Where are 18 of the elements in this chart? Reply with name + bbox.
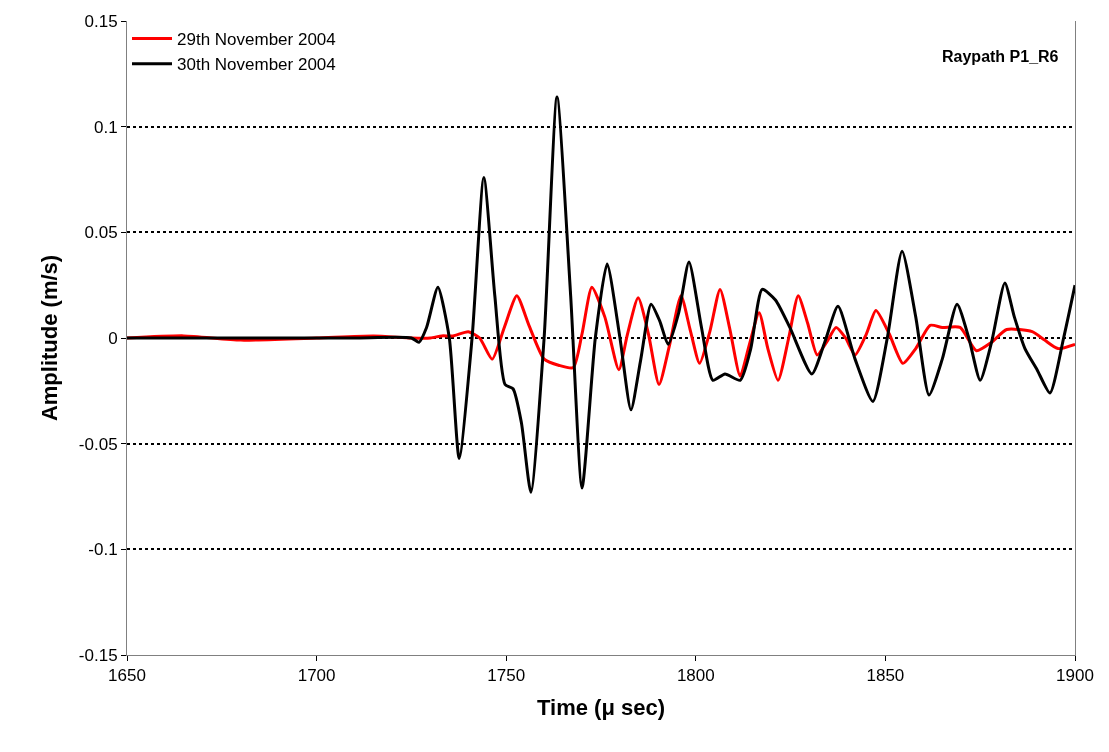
y-tick-label: 0 [108, 328, 118, 348]
x-axis-title: Time (μ sec) [537, 695, 665, 721]
annotation: Raypath P1_R6 [942, 48, 1059, 65]
x-tick-label: 1900 [1056, 666, 1094, 686]
x-tick-label: 1750 [487, 666, 526, 686]
y-tick-label: -0.05 [78, 434, 118, 454]
legend-label: 29th November 2004 [177, 30, 336, 50]
y-tick-label: 0.15 [84, 11, 118, 31]
x-tick-label: 1700 [297, 666, 336, 686]
y-tick-label: 0.1 [93, 117, 118, 137]
legend-label: 30th November 2004 [177, 55, 336, 75]
x-tick-label: 1800 [676, 666, 715, 686]
y-tick-label: -0.1 [88, 540, 118, 560]
y-tick-label: 0.05 [84, 223, 118, 243]
y-tick-label: -0.15 [78, 645, 118, 665]
x-tick-label: 1850 [866, 666, 905, 686]
y-axis-title: Amplitude (m/s) [36, 254, 62, 422]
x-tick-label: 1650 [108, 666, 146, 686]
